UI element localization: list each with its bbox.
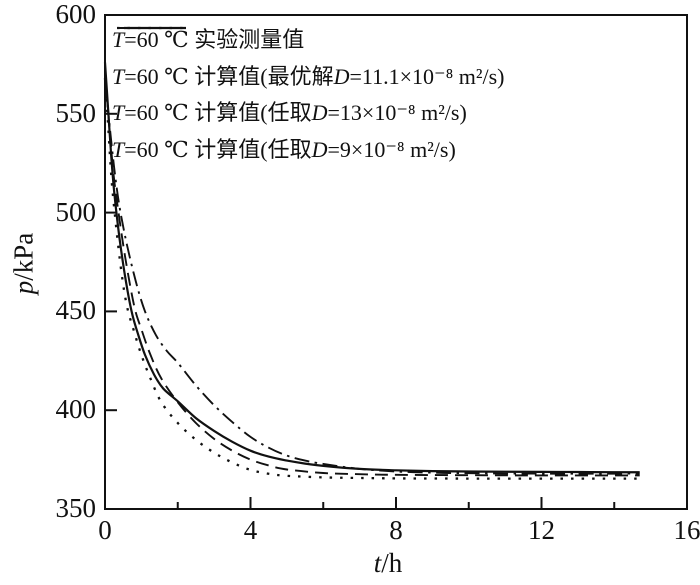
legend-label: T=60 ℃ 实验测量值 — [112, 27, 305, 53]
x-axis-label: t/h — [328, 548, 448, 579]
curve-dotted — [103, 78, 640, 480]
x-axis-symbol: t — [373, 548, 382, 578]
x-tick-label: 12 — [528, 515, 555, 545]
y-axis-label: p/kPa — [9, 204, 40, 324]
x-tick-label: 8 — [389, 515, 403, 545]
x-tick-label: 16 — [673, 515, 700, 545]
legend-line-sample-dashdot — [117, 27, 186, 29]
y-tick-label: 550 — [55, 97, 97, 128]
y-tick-label: 600 — [55, 0, 97, 29]
curve-dashed — [104, 74, 640, 477]
x-tick-label: 4 — [243, 515, 258, 545]
legend-label: T=60 ℃ 计算值(最优解D=11.1×10⁻⁸ m²/s) — [112, 63, 505, 89]
y-tick-label: 500 — [55, 196, 97, 227]
y-axis-symbol: p — [8, 280, 39, 295]
y-tick-label: 400 — [55, 394, 97, 425]
curve-dashdot — [104, 74, 640, 475]
legend-item: T=60 ℃ 计算值(任取D=13×10⁻⁸ m²/s) — [112, 26, 505, 132]
legend-item: T=60 ℃ 计算值(最优解D=11.1×10⁻⁸ m²/s) — [112, 27, 505, 96]
legend: T=60 ℃ 实验测量值 T=60 ℃ 计算值(最优解D=11.1×10⁻⁸ m²… — [112, 22, 505, 168]
curve-lines — [103, 62, 640, 480]
y-tick-label: 450 — [55, 295, 97, 326]
legend-label: T=60 ℃ 计算值(任取D=9×10⁻⁸ m²/s) — [112, 136, 456, 162]
legend-label: T=60 ℃ 计算值(任取D=13×10⁻⁸ m²/s) — [112, 100, 467, 126]
y-axis-unit: /kPa — [8, 232, 39, 281]
y-tick-label: 350 — [55, 493, 97, 523]
x-axis-unit: /h — [381, 548, 403, 578]
axes-box — [104, 14, 688, 510]
legend-item: T=60 ℃ 计算值(任取D=9×10⁻⁸ m²/s) — [112, 27, 505, 169]
x-tick-label: 0 — [98, 515, 112, 545]
curve-solid — [103, 62, 640, 474]
